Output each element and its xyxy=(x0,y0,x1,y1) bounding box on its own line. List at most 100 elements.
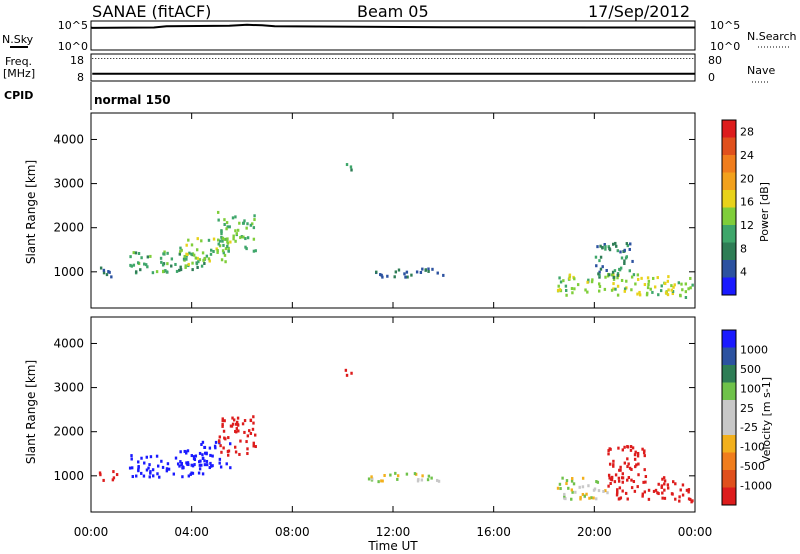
range-gate-cell xyxy=(176,462,180,466)
range-gate-cell xyxy=(419,270,423,274)
range-gate-cell xyxy=(220,232,223,236)
range-gate-cell xyxy=(137,468,140,472)
range-gate-cell xyxy=(221,417,224,421)
velocity-colorbar-swatch xyxy=(722,452,736,471)
range-gate-cell xyxy=(426,478,430,482)
range-gate-cell xyxy=(645,293,649,297)
range-gate-cell xyxy=(557,284,560,288)
range-gate-cell xyxy=(232,237,235,241)
range-gate-cell xyxy=(614,241,617,245)
range-gate-cell xyxy=(190,454,194,458)
range-gate-cell xyxy=(427,269,430,273)
range-gate-cell xyxy=(435,478,439,482)
range-gate-cell xyxy=(227,436,230,440)
range-gate-cell xyxy=(131,475,134,479)
range-gate-cell xyxy=(191,268,194,272)
range-gate-cell xyxy=(598,284,602,288)
range-gate-cell xyxy=(102,271,106,275)
range-gate-cell xyxy=(112,476,116,480)
range-gate-cell xyxy=(223,237,227,241)
range-gate-cell xyxy=(219,465,223,469)
range-gate-cell xyxy=(690,500,693,504)
velocity-colorbar-swatch xyxy=(722,487,736,506)
velocity-scatter xyxy=(98,368,694,504)
range-gate-cell xyxy=(680,282,683,286)
velocity-colorbar-swatch xyxy=(722,330,736,348)
range-gate-cell xyxy=(245,226,248,230)
range-gate-cell xyxy=(203,463,207,467)
range-gate-cell xyxy=(225,462,228,466)
range-gate-cell xyxy=(241,422,245,426)
x-tick-label: 12:00 xyxy=(376,525,411,539)
range-gate-cell xyxy=(195,248,199,252)
range-gate-cell xyxy=(217,439,221,443)
range-gate-cell xyxy=(220,450,223,454)
range-gate-cell xyxy=(605,268,608,272)
range-gate-cell xyxy=(224,247,228,251)
range-gate-cell xyxy=(205,451,208,455)
range-gate-cell xyxy=(636,273,640,277)
range-gate-cell xyxy=(414,472,418,476)
range-gate-cell xyxy=(610,273,614,277)
range-gate-cell xyxy=(657,482,660,486)
range-gate-cell xyxy=(607,449,610,453)
range-gate-cell xyxy=(235,232,238,236)
range-gate-cell xyxy=(184,265,187,269)
range-gate-cell xyxy=(102,268,106,272)
range-gate-cell xyxy=(670,284,673,288)
range-gate-cell xyxy=(616,293,620,297)
range-gate-cell xyxy=(602,489,605,493)
range-gate-cell xyxy=(136,261,140,265)
range-gate-cell xyxy=(218,244,222,248)
range-gate-cell xyxy=(201,251,205,255)
range-gate-cell xyxy=(587,278,590,282)
range-gate-cell xyxy=(646,291,649,295)
range-gate-cell xyxy=(614,473,618,477)
range-gate-cell xyxy=(187,463,190,467)
range-gate-cell xyxy=(558,482,562,486)
range-gate-cell xyxy=(218,239,222,243)
range-gate-cell xyxy=(149,470,152,474)
range-gate-cell xyxy=(633,457,637,461)
range-gate-cell xyxy=(249,223,253,227)
range-gate-cell xyxy=(252,249,256,253)
y-tick-label: 1000 xyxy=(53,469,84,483)
range-gate-cell xyxy=(163,250,166,254)
x-tick-label: 08:00 xyxy=(275,525,310,539)
range-gate-cell xyxy=(424,268,427,272)
range-gate-cell xyxy=(239,236,242,240)
range-gate-cell xyxy=(223,436,226,440)
beam-title: Beam 05 xyxy=(357,2,429,21)
range-gate-cell xyxy=(599,255,603,259)
range-gate-cell xyxy=(220,258,224,262)
range-gate-cell xyxy=(689,497,692,501)
range-gate-cell xyxy=(621,476,625,480)
range-gate-cell xyxy=(666,483,670,487)
range-gate-cell xyxy=(684,282,688,286)
range-gate-cell xyxy=(616,249,619,253)
y-tick-label: 3000 xyxy=(53,177,84,191)
range-gate-cell xyxy=(643,283,647,287)
nsearch-tick-bottom: 10^0 xyxy=(710,40,740,53)
range-gate-cell xyxy=(421,474,424,478)
range-gate-cell xyxy=(205,459,209,463)
nave-tick-top: 80 xyxy=(708,54,722,67)
range-gate-cell xyxy=(130,264,133,268)
range-gate-cell xyxy=(616,273,619,277)
nsky-tick-bottom: 10^0 xyxy=(58,40,88,53)
range-gate-cell xyxy=(626,465,629,469)
range-gate-cell xyxy=(156,472,159,476)
range-gate-cell xyxy=(186,449,190,453)
power-y-axis: 1000 2000 3000 4000 xyxy=(53,132,695,279)
power-colorbar-tick: 20 xyxy=(740,172,754,185)
range-gate-cell xyxy=(679,488,682,492)
range-gate-cell xyxy=(616,284,620,288)
range-gate-cell xyxy=(634,282,637,286)
range-gate-cell xyxy=(646,286,650,290)
range-gate-cell xyxy=(215,247,218,251)
y-tick-label: 4000 xyxy=(53,336,84,350)
range-gate-cell xyxy=(604,245,607,249)
range-gate-cell xyxy=(663,488,666,492)
range-gate-cell xyxy=(216,250,219,254)
velocity-cbar-label: Velocity [m s-1] xyxy=(760,377,773,463)
